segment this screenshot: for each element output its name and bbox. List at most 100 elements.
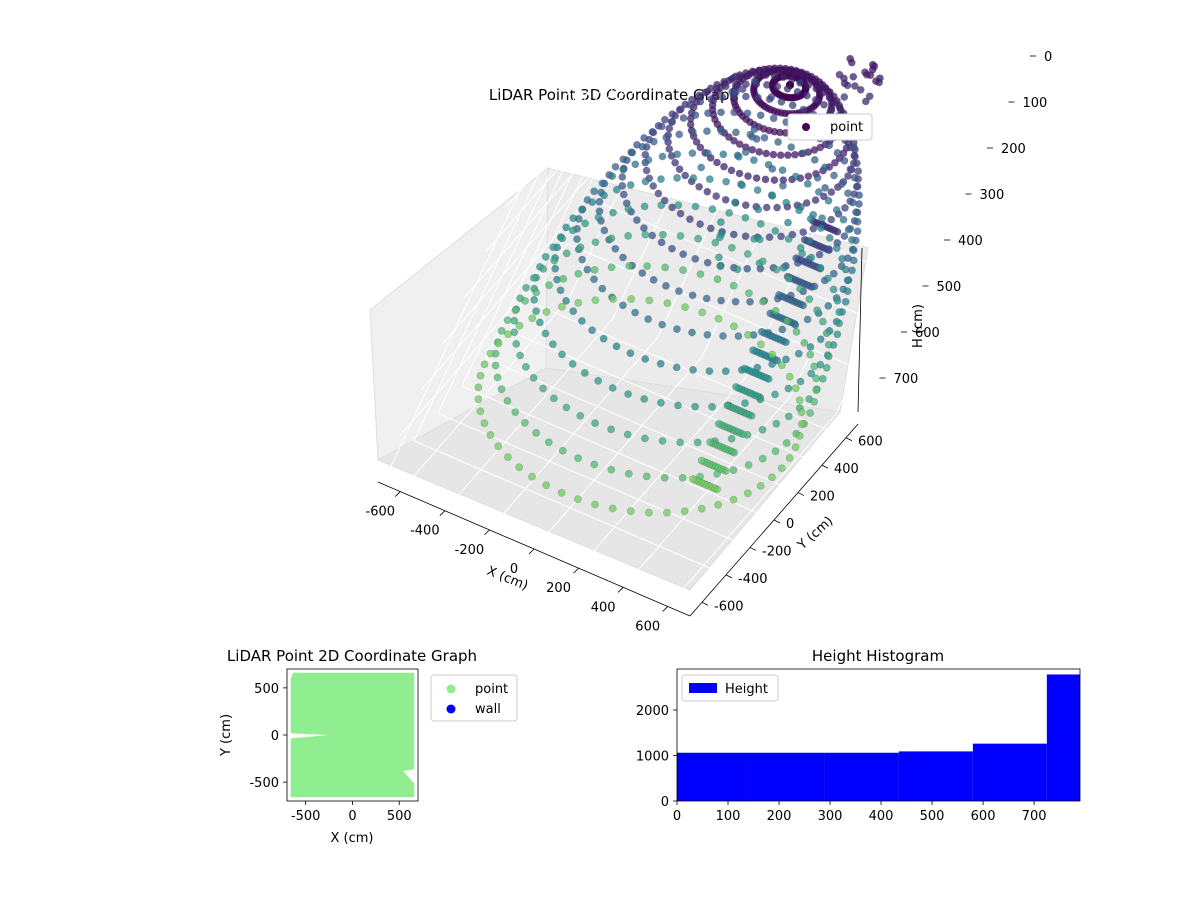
y-tick-label-3d: -200 <box>762 544 792 559</box>
scatter-point-3d <box>521 296 529 305</box>
y-ticks-3d: -600 -400 -200 0 200 400 600 <box>701 435 883 614</box>
histogram-bars <box>677 674 1080 801</box>
scatter-point-3d <box>645 296 654 305</box>
scatter-point-3d <box>775 291 783 299</box>
scatter-point-3d <box>703 258 712 267</box>
scatter-point-3d <box>708 205 717 213</box>
scatter-point-3d <box>770 176 779 184</box>
scatter-point-3d <box>611 162 620 171</box>
y-tick-3d <box>773 519 781 524</box>
scatter-point-3d <box>626 181 635 189</box>
scatter-point-3d <box>656 359 665 368</box>
point-cloud-2d-area <box>290 672 415 798</box>
scatter-point-3d <box>807 369 816 378</box>
scatter-point-3d <box>731 297 740 306</box>
x-tick-label-histogram: 0 <box>673 809 681 824</box>
scatter-point-3d <box>640 134 648 142</box>
y-axis-label-2d: Y (cm) <box>219 714 234 757</box>
scatter-point-3d <box>609 208 617 217</box>
z-tick-label-3d: 500 <box>937 280 962 295</box>
chart-2d-title: LiDAR Point 2D Coordinate Graph <box>227 647 477 665</box>
scatter-point-3d <box>557 488 566 497</box>
scatter-point-3d <box>703 127 711 136</box>
scatter-point-3d <box>811 196 820 204</box>
scatter-point-3d <box>783 317 791 325</box>
scatter-point-3d <box>740 364 749 373</box>
scatter-point-3d <box>835 308 844 316</box>
scatter-point-3d <box>542 481 551 490</box>
scatter-point-3d <box>816 263 825 272</box>
scatter-point-3d <box>580 368 589 377</box>
scatter-point-3d <box>668 110 677 118</box>
scatter-point-3d <box>662 281 670 290</box>
grid-line-z <box>549 0 651 115</box>
scatter-point-3d <box>511 306 520 315</box>
scatter-point-3d <box>607 425 615 434</box>
x-tick-label-3d: 600 <box>635 619 660 634</box>
scatter-point-3d <box>768 473 776 482</box>
scatter-point-3d <box>578 317 586 325</box>
scatter-point-3d <box>707 95 715 103</box>
scatter-point-3d <box>774 138 782 146</box>
scatter-point-3d <box>806 343 815 351</box>
scatter-point-3d <box>768 191 777 200</box>
scatter-point-3d <box>843 276 852 285</box>
legend-2d-label-point: point <box>475 682 508 697</box>
scatter-point-3d <box>717 127 726 136</box>
scatter-point-3d <box>719 332 727 340</box>
scatter-point-3d <box>671 158 679 167</box>
scatter-point-3d <box>515 321 524 330</box>
scatter-point-3d <box>562 223 571 232</box>
scatter-point-3d <box>741 232 750 241</box>
scatter-point-3d <box>673 150 682 159</box>
scatter-point-3d <box>576 411 585 420</box>
scatter-point-3d <box>705 175 714 184</box>
x-tick-label-2d: 0 <box>348 809 356 824</box>
scatter-point-3d <box>764 160 773 169</box>
scatter-point-3d <box>829 269 838 278</box>
y-tick-label-3d: 200 <box>810 490 835 505</box>
scatter-point-3d <box>583 265 592 274</box>
scatter-point-3d <box>689 365 697 374</box>
scatter-point-3d <box>491 361 500 370</box>
scatter-point-3d <box>734 332 743 340</box>
scatter-point-3d <box>545 281 553 290</box>
y-tick-label-2d: 0 <box>271 729 279 744</box>
z-tick-label-3d: 100 <box>1023 96 1048 111</box>
scatter-point-3d <box>676 438 684 447</box>
grid-line-z <box>463 105 633 299</box>
scatter-point-3d <box>713 158 721 167</box>
scatter-point-3d <box>676 209 685 218</box>
x-tick-label-histogram: 700 <box>1022 809 1047 824</box>
scatter-point-3d <box>753 186 762 194</box>
legend-2d-label-wall: wall <box>475 702 501 717</box>
scatter-point-3d <box>591 419 599 427</box>
scatter-point-3d <box>729 495 738 504</box>
histogram-bar <box>824 752 899 801</box>
scatter-point-3d <box>558 446 567 455</box>
scatter-point-3d <box>680 507 689 516</box>
scatter-point-3d <box>841 265 850 274</box>
scatter-point-3d <box>551 264 560 273</box>
scatter-point-3d <box>504 330 512 339</box>
y-ticks-2d: -500 0 500 <box>249 682 287 791</box>
scatter-point-3d <box>810 282 819 291</box>
scatter-point-3d <box>573 235 581 243</box>
scatter-point-3d <box>512 339 521 348</box>
y-tick-label-3d: -600 <box>714 599 744 614</box>
scatter-point-3d <box>718 93 727 102</box>
scatter-point-3d <box>799 105 808 114</box>
scatter-point-3d <box>773 203 781 212</box>
scatter-point-3d <box>856 85 865 94</box>
scatter-point-3d <box>748 132 757 141</box>
scatter-point-3d <box>841 203 849 212</box>
histogram-title: Height Histogram <box>812 647 944 665</box>
scatter-point-3d <box>532 307 540 316</box>
scatter-point-3d <box>576 243 585 252</box>
scatter-point-3d <box>744 172 752 180</box>
scatter-point-3d <box>812 374 821 383</box>
scatter-point-3d <box>745 289 753 298</box>
scatter-point-3d <box>850 151 859 160</box>
scatter-point-3d <box>511 408 520 416</box>
scatter-point-3d <box>800 339 809 347</box>
